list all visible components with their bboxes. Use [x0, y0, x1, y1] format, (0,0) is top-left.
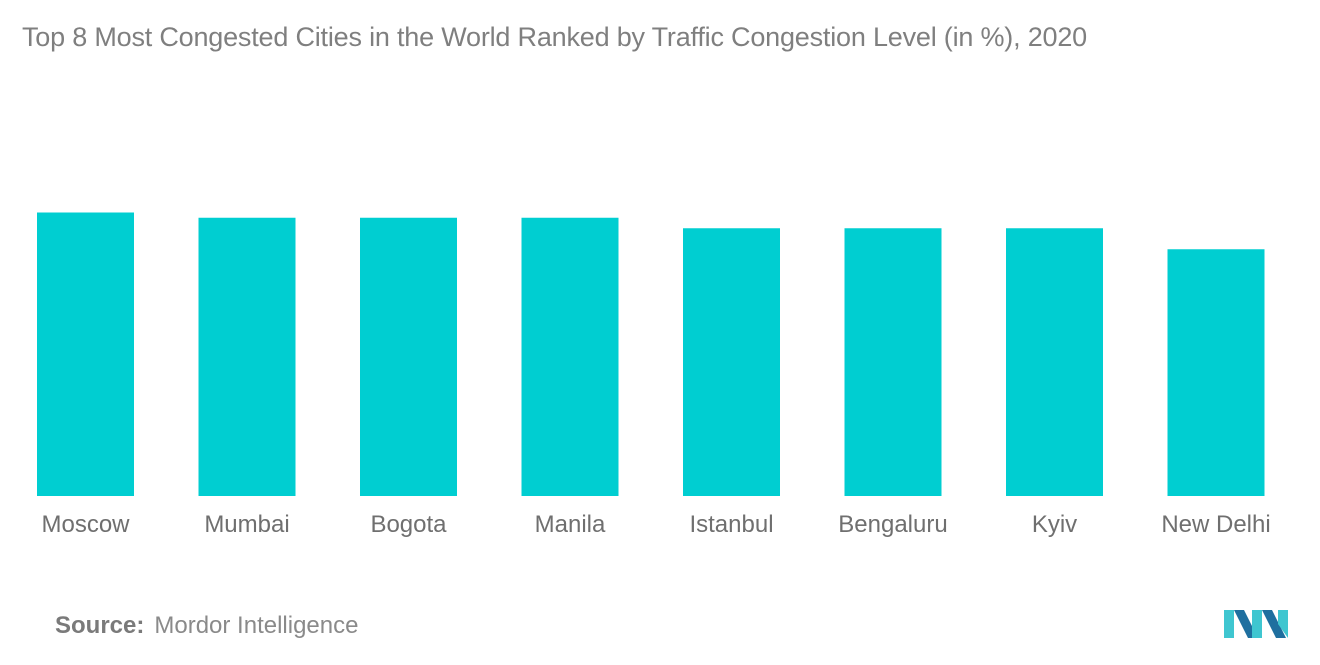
- logo-left-bar: [1224, 610, 1234, 638]
- bar-kyiv: [1006, 228, 1103, 496]
- bars-group: [37, 212, 1265, 496]
- bar-istanbul: [683, 228, 780, 496]
- bar-bengaluru: [844, 228, 942, 496]
- category-label-mumbai: Mumbai: [204, 511, 289, 538]
- bar-mumbai: [198, 217, 296, 496]
- category-label-istanbul: Istanbul: [689, 511, 773, 538]
- category-label-new-delhi: New Delhi: [1161, 511, 1270, 538]
- source-label: Source:: [55, 612, 145, 639]
- bar-new-delhi: [1167, 249, 1265, 496]
- category-label-kyiv: Kyiv: [1032, 511, 1077, 538]
- logo-diagonal-2: [1262, 610, 1286, 638]
- chart-title: Top 8 Most Congested Cities in the World…: [22, 22, 1087, 52]
- bar-chart: Moscow Mumbai Bogota Manila Istanbul Bengalur…: [37, 212, 1271, 538]
- bar-manila: [521, 217, 619, 496]
- bar-bogota: [360, 217, 457, 496]
- mordor-intelligence-logo-icon: [1224, 610, 1288, 638]
- category-label-bengaluru: Bengaluru: [838, 511, 947, 538]
- source-value: Mordor Intelligence: [154, 612, 359, 639]
- source-note: Source: Mordor Intelligence: [55, 612, 358, 640]
- category-label-bogota: Bogota: [370, 511, 447, 538]
- category-label-manila: Manila: [535, 511, 606, 538]
- logo-right-bar: [1278, 610, 1288, 638]
- logo-middle-bar: [1252, 610, 1262, 638]
- category-labels-group: Moscow Mumbai Bogota Manila Istanbul Bengalur…: [41, 511, 1270, 538]
- bar-moscow: [37, 212, 134, 496]
- category-label-moscow: Moscow: [41, 511, 130, 538]
